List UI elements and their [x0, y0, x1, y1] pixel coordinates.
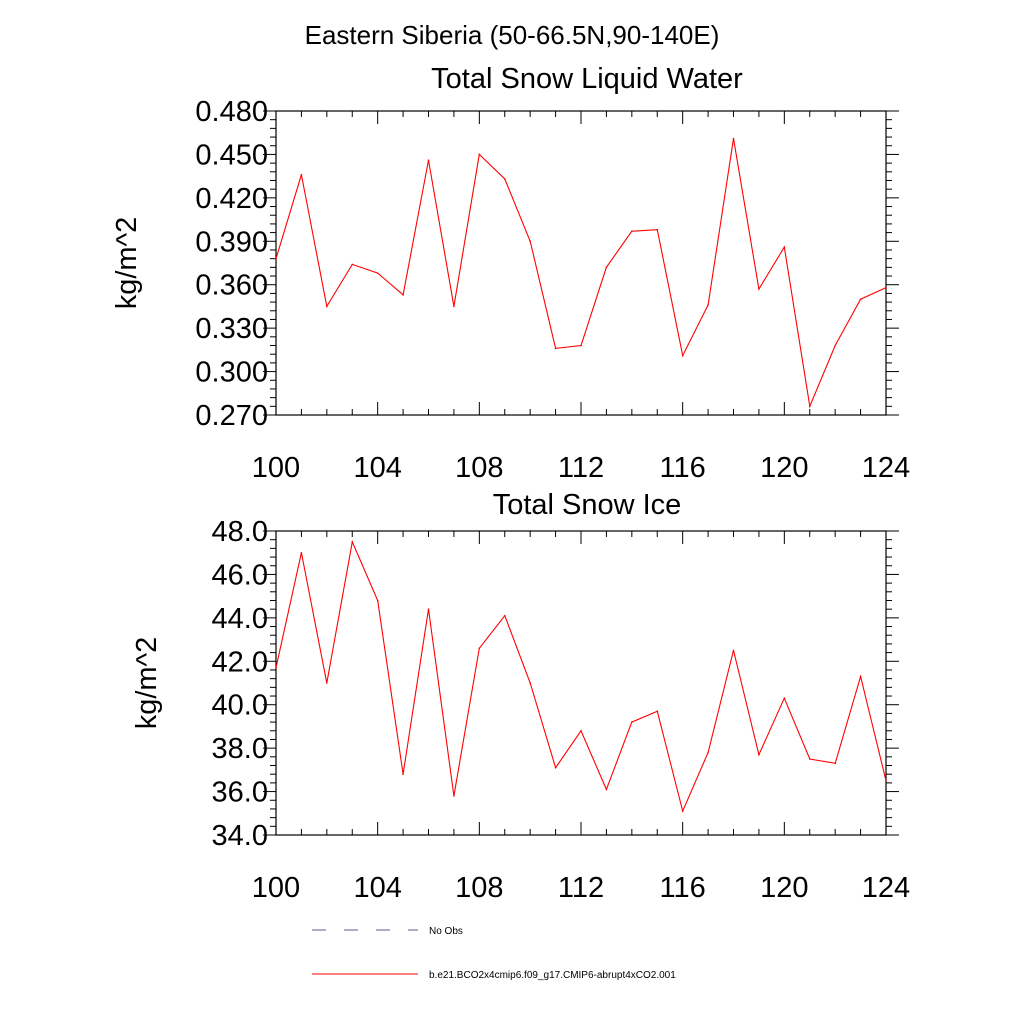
data-point	[300, 551, 303, 554]
data-point	[808, 758, 811, 760]
data-point	[758, 753, 760, 756]
x-tick-label: 100	[252, 872, 300, 904]
data-point	[326, 305, 328, 308]
data-point	[554, 347, 557, 350]
data-point	[326, 682, 328, 684]
data-point	[783, 697, 786, 699]
chart-panel-2: Total Snow Ice kg/m^2 100 104 108 112 116 120 12…	[131, 489, 910, 904]
x-tick-label: 116	[660, 452, 706, 484]
y-tick-label: 0.330	[195, 313, 268, 345]
x-tick-label: 112	[558, 452, 604, 484]
x-tick-label: 108	[455, 872, 503, 904]
x-tick-label: 104	[353, 872, 401, 904]
data-point	[834, 344, 836, 347]
x-tick-label: 112	[558, 872, 604, 904]
data-point	[478, 647, 481, 650]
data-point	[427, 159, 430, 162]
data-point	[351, 263, 354, 266]
data-point	[503, 614, 506, 617]
y-axis-label: kg/m^2	[131, 637, 163, 730]
y-tick-label: 40.0	[212, 690, 268, 722]
y-tick-label: 34.0	[212, 820, 268, 852]
data-point	[453, 305, 455, 308]
x-tick-label: 120	[760, 452, 808, 484]
data-point	[529, 682, 531, 684]
data-point	[580, 729, 582, 732]
data-point	[453, 795, 455, 797]
data-point	[300, 173, 303, 176]
data-point	[834, 762, 836, 765]
data-point	[707, 304, 709, 306]
data-point	[275, 667, 277, 669]
data-point	[783, 246, 786, 248]
y-tick-label: 42.0	[212, 646, 268, 678]
data-point	[351, 541, 354, 543]
chart-title: Total Snow Ice	[493, 489, 682, 521]
legend-label-1: No Obs	[429, 926, 463, 937]
chart-title: Total Snow Liquid Water	[431, 63, 743, 95]
data-point	[631, 721, 633, 723]
legend: No Obs b.e21.BCO2x4cmip6.f09_g17.CMIP6-ab…	[312, 926, 676, 981]
data-point	[580, 344, 582, 347]
data-point	[681, 810, 684, 812]
series-line	[275, 540, 887, 813]
data-point	[656, 710, 659, 713]
y-tick-label: 0.420	[195, 183, 268, 215]
y-tick-label: 38.0	[212, 733, 268, 765]
y-tick-label: 46.0	[212, 559, 268, 591]
y-tick-label: 44.0	[212, 603, 268, 635]
x-tick-label: 108	[455, 452, 503, 484]
x-tick-label: 100	[252, 452, 300, 484]
data-point	[402, 294, 404, 296]
y-axis-label: kg/m^2	[111, 217, 143, 310]
y-tick-label: 36.0	[212, 777, 268, 809]
y-tick-label: 0.450	[195, 139, 268, 171]
data-point	[427, 608, 430, 610]
data-point	[758, 288, 760, 290]
data-point	[808, 405, 811, 408]
data-point	[376, 599, 379, 602]
data-point	[656, 228, 659, 231]
data-point	[859, 298, 862, 300]
data-point	[681, 354, 684, 357]
data-point	[376, 272, 379, 274]
data-point	[605, 788, 608, 791]
y-tick-label: 0.390	[195, 226, 268, 258]
legend-label-2: b.e21.BCO2x4cmip6.f09_g17.CMIP6-abrupt4x…	[429, 970, 676, 981]
data-point	[529, 240, 531, 243]
data-point	[732, 649, 735, 652]
data-point	[631, 230, 633, 232]
data-point	[554, 766, 557, 769]
x-tick-label: 124	[862, 872, 910, 904]
data-point	[275, 257, 277, 260]
x-tick-label: 104	[353, 452, 401, 484]
data-point	[885, 779, 887, 782]
data-point	[503, 178, 506, 180]
data-point	[885, 286, 887, 289]
y-tick-label: 0.300	[195, 357, 268, 389]
y-tick-label: 0.360	[195, 270, 268, 302]
y-tick-label: 0.480	[195, 96, 268, 128]
data-point	[605, 266, 608, 269]
y-tick-label: 0.270	[195, 400, 268, 432]
series-line	[275, 138, 887, 409]
y-tick-label: 48.0	[212, 516, 268, 548]
data-point	[732, 137, 735, 140]
x-tick-label: 124	[862, 452, 910, 484]
x-tick-label: 120	[760, 872, 808, 904]
chart-panel-1: Total Snow Liquid Water kg/m^2 100 104 108 11…	[111, 63, 910, 484]
x-tick-label: 116	[660, 872, 706, 904]
data-point	[859, 675, 862, 678]
data-point	[707, 751, 709, 754]
figure-suptitle: Eastern Siberia (50-66.5N,90-140E)	[305, 20, 720, 50]
data-point	[402, 773, 404, 775]
plot-frame	[275, 110, 887, 416]
data-point	[478, 153, 481, 156]
